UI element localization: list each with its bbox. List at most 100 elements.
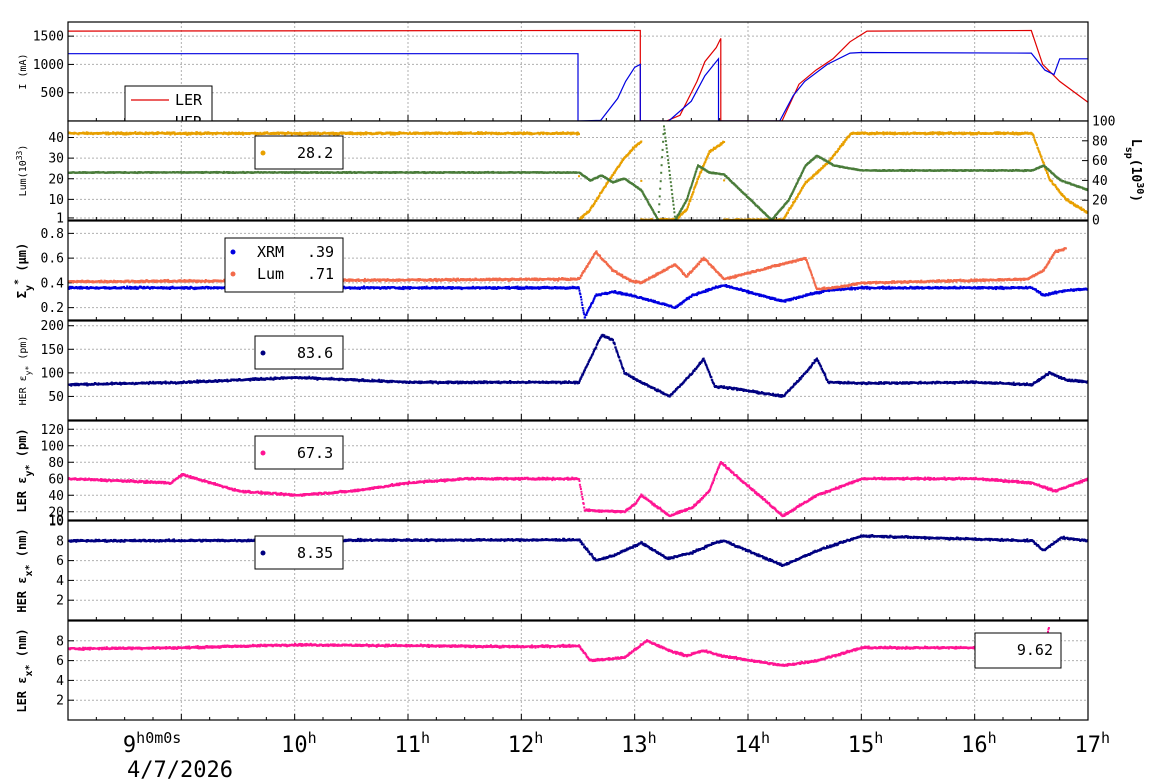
y-axis-label: LER εx* (nm) (15, 628, 35, 712)
legend-box (974, 632, 1062, 669)
y-tick-label: 0.4 (41, 276, 65, 291)
y-tick-label: 60 (48, 472, 64, 487)
y-tick-label: 1000 (33, 58, 64, 73)
y-tick-label: 40 (48, 131, 64, 146)
legend-label: 28.2 (297, 144, 333, 162)
y2-tick-label: 20 (1092, 194, 1108, 209)
x-tick-label: 9h0m0s (123, 729, 181, 758)
y-axis-label: LER εy* (pm) (15, 428, 35, 512)
y-tick-label: 8 (56, 634, 64, 649)
plot-area (68, 321, 1088, 420)
y-tick-label: 20 (48, 505, 64, 520)
y-tick-label: 80 (48, 456, 64, 471)
panel-frame (67, 420, 1089, 521)
panel-luminosity: 1 10 20 30 40 0 20 40 60 80 100 Lsp(1030) Lum(1033) 2… (15, 115, 1146, 229)
legend: 67.3 (254, 435, 344, 470)
y-tick-label: 120 (41, 423, 64, 438)
series-line-HER (68, 51, 1088, 121)
y-tick-label: 40 (48, 489, 64, 504)
y2-tick-label: 0 (1092, 214, 1100, 229)
panel-sigma_y: 0.2 0.4 0.6 0.8 Σy* (μm) XRM .39 Lum .71 (13, 220, 1089, 321)
plot-area (68, 621, 1088, 720)
y-tick-label: 200 (41, 319, 64, 334)
y-axis-label: Lum(1033) (15, 145, 30, 197)
legend-box (254, 535, 344, 570)
series-Lum (68, 131, 1088, 220)
legend-label: 9.62 (1017, 641, 1053, 659)
legend-box (224, 237, 344, 293)
panel-ler_eps_x: 2 4 6 8 LER εx* (nm) 9.62 (15, 620, 1089, 721)
series-line-LER (68, 29, 1088, 121)
legend-label: 8.35 (297, 544, 333, 562)
x-tick-label: 15h (848, 729, 884, 758)
x-tick-label: 10h (281, 729, 317, 758)
legend-swatch (260, 350, 266, 356)
y-tick-label: 1 (56, 211, 64, 226)
legend-value: .71 (307, 265, 334, 283)
legend: 28.2 (254, 135, 344, 170)
legend: 83.6 (254, 335, 344, 370)
y-tick-label: 2 (56, 694, 64, 709)
legend-swatch (230, 249, 236, 255)
legend-label: XRM (257, 243, 284, 261)
y-axis-label: HER εx* (nm) (15, 528, 35, 612)
legend-label: 83.6 (297, 344, 333, 362)
y-tick-label: 20 (48, 172, 64, 187)
y-tick-label: 10 (48, 515, 64, 530)
legend: 8.35 (254, 535, 344, 570)
y-tick-label: 6 (56, 654, 64, 669)
y2-tick-label: 100 (1092, 115, 1115, 130)
panel-frame (67, 620, 1089, 721)
x-tick-label: 17h (1074, 729, 1110, 758)
legend: XRM .39 Lum .71 (224, 237, 344, 293)
x-tick-label: 11h (394, 729, 430, 758)
series-Lsp (68, 125, 1088, 220)
legend-label: Lum (257, 265, 284, 283)
y-tick-label: 50 (48, 390, 64, 405)
legend-box (254, 435, 344, 470)
panel-frame (67, 120, 1089, 221)
y-tick-label: 10 (48, 514, 64, 529)
legend-label: 67.3 (297, 444, 333, 462)
y-tick-label: 100 (41, 439, 64, 454)
y-tick-label: 4 (56, 574, 64, 589)
legend-label: LER (175, 91, 203, 109)
y-tick-label: 1500 (33, 30, 64, 45)
y-axis-label: HER εy* (pm) (18, 336, 33, 406)
series-area (68, 461, 1088, 518)
y2-tick-label: 60 (1092, 154, 1108, 169)
series-HER-eps_y (68, 333, 1088, 398)
series-area (68, 333, 1088, 398)
y-tick-label: 10 (48, 193, 64, 208)
x-tick-label: 14h (734, 729, 770, 758)
legend-swatch (230, 271, 236, 277)
x-tick-label: 12h (508, 729, 544, 758)
y-tick-label: 8 (56, 534, 64, 549)
series-area (68, 29, 1088, 121)
y-tick-label: 0.6 (41, 252, 64, 267)
y-axis-label: I (mA) (18, 53, 29, 89)
plot-area (68, 421, 1088, 520)
series-LER-eps_y (68, 461, 1088, 518)
y2-tick-label: 80 (1092, 134, 1108, 149)
series-area (68, 125, 1088, 220)
panel-frame (67, 220, 1089, 321)
y-tick-label: 0.8 (41, 227, 64, 242)
y2-axis-label: Lsp(1030) (1124, 139, 1146, 202)
plot-area (68, 221, 1088, 320)
legend-swatch (260, 550, 266, 556)
x-tick-label: 13h (621, 729, 657, 758)
legend-box (254, 135, 344, 170)
y-tick-label: 500 (41, 86, 64, 101)
y-tick-label: 150 (41, 343, 64, 358)
x-date-label: 4/7/2026 (127, 758, 233, 782)
legend: 9.62 (974, 632, 1062, 669)
legend-swatch (260, 150, 266, 156)
y-tick-label: 6 (56, 554, 64, 569)
panel-her_eps_y: 50 100 150 200 HER εy* (pm) 83.6 (18, 319, 1089, 421)
y-tick-label: 4 (56, 674, 64, 689)
x-tick-label: 16h (961, 729, 997, 758)
